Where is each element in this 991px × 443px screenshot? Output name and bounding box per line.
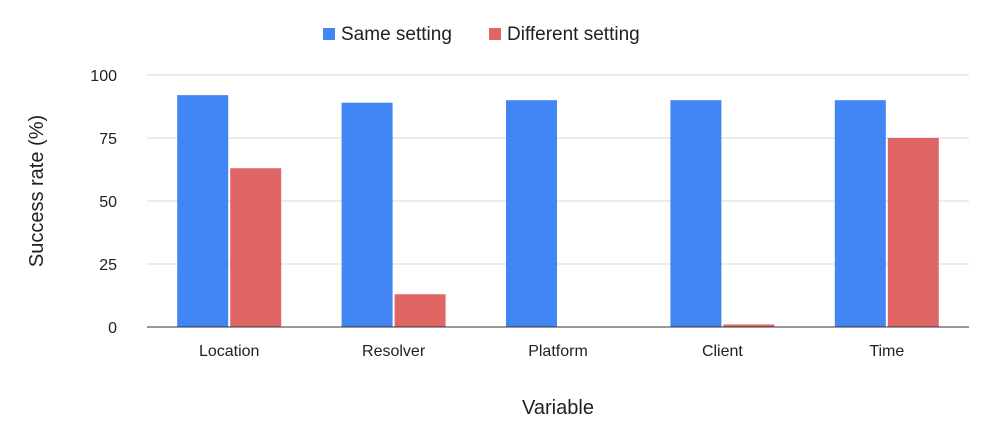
x-axis-categories: Location Resolver Platform Client Time [199, 343, 904, 360]
bar-different-setting-time [887, 138, 939, 327]
x-category-label: Client [702, 343, 743, 360]
legend: Same setting Different setting [323, 24, 640, 45]
x-axis-title: Variable [522, 397, 594, 419]
y-tick-label: 75 [99, 131, 117, 148]
y-tick-label: 100 [90, 68, 117, 85]
x-category-label: Resolver [362, 343, 426, 360]
gridlines [147, 74, 969, 265]
x-category-label: Time [869, 343, 904, 360]
bars [177, 95, 939, 327]
bar-same-setting-client [670, 100, 722, 327]
bar-same-setting-platform [506, 100, 557, 327]
y-axis-title: Success rate (%) [26, 115, 48, 267]
x-category-label: Platform [528, 343, 588, 360]
bar-different-setting-client [723, 324, 775, 327]
bar-same-setting-location [177, 95, 229, 327]
bar-different-setting-resolver [394, 294, 446, 327]
legend-swatch [489, 28, 501, 40]
y-tick-label: 25 [99, 257, 117, 274]
bar-same-setting-resolver [341, 102, 393, 327]
legend-swatch [323, 28, 335, 40]
y-tick-label: 0 [108, 320, 117, 337]
bar-different-setting-location [230, 168, 282, 327]
legend-label: Different setting [507, 24, 640, 45]
x-category-label: Location [199, 343, 260, 360]
y-tick-label: 50 [99, 194, 117, 211]
y-axis-ticks: 0 25 50 75 100 [90, 68, 117, 337]
bar-same-setting-time [834, 100, 886, 327]
legend-label: Same setting [341, 24, 452, 45]
